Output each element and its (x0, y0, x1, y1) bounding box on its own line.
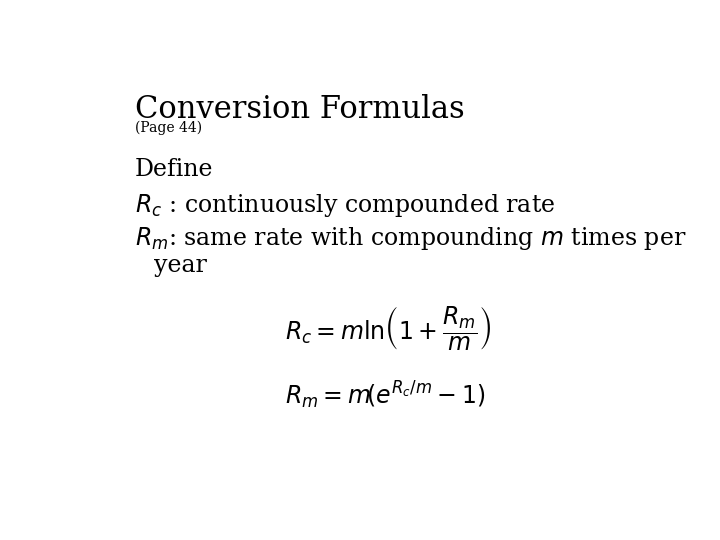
Text: $R_m = m\!\left(e^{R_c/m}-1\right)$: $R_m = m\!\left(e^{R_c/m}-1\right)$ (285, 380, 485, 411)
Text: $R_c$ : continuously compounded rate: $R_c$ : continuously compounded rate (135, 192, 555, 219)
Text: $R_c = m\ln\!\left(1+\dfrac{R_m}{m}\right)$: $R_c = m\ln\!\left(1+\dfrac{R_m}{m}\righ… (285, 305, 492, 353)
Text: year: year (154, 254, 207, 277)
Text: Conversion Formulas: Conversion Formulas (135, 94, 464, 125)
Text: Define: Define (135, 158, 213, 181)
Text: (Page 44): (Page 44) (135, 121, 202, 136)
Text: $R_m$: same rate with compounding $m$ times per: $R_m$: same rate with compounding $m$ ti… (135, 225, 686, 252)
